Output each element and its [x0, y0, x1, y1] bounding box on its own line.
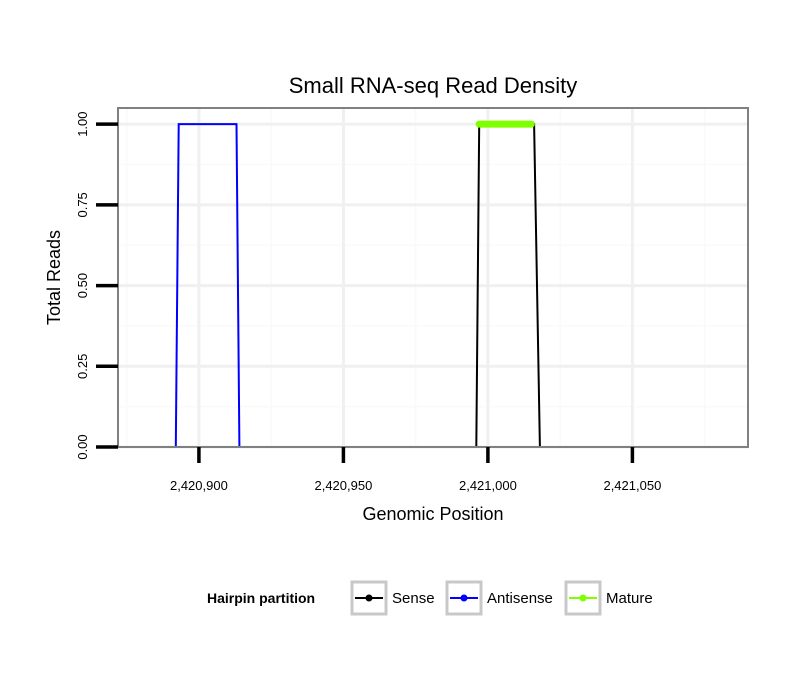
legend-item-mature: Mature	[564, 580, 653, 616]
legend-title: Hairpin partition	[207, 590, 315, 606]
y-tick-label: 0.00	[75, 434, 90, 459]
legend-label: Antisense	[487, 590, 553, 607]
y-tick-label: 0.25	[75, 354, 90, 379]
plot-panel	[118, 108, 748, 447]
y-tick-label: 1.00	[75, 111, 90, 136]
chart-title: Small RNA-seq Read Density	[289, 73, 578, 98]
x-tick-label: 2,420,950	[314, 478, 372, 493]
legend-item-antisense: Antisense	[445, 580, 553, 616]
legend-label: Mature	[606, 590, 653, 607]
legend-label: Sense	[392, 590, 435, 607]
x-tick-label: 2,421,000	[459, 478, 517, 493]
legend-key-point	[460, 594, 468, 602]
plot-border	[117, 107, 749, 448]
legend: Hairpin partition Sense Antisense Mature	[207, 580, 653, 616]
legend-item-sense: Sense	[350, 580, 435, 616]
x-tick-label: 2,420,900	[170, 478, 228, 493]
y-tick-label: 0.75	[75, 192, 90, 217]
x-axis-label: Genomic Position	[362, 504, 503, 524]
x-tick-label: 2,421,050	[603, 478, 661, 493]
legend-key-point	[579, 594, 587, 602]
legend-key-point	[365, 594, 373, 602]
y-axis-label: Total Reads	[44, 230, 64, 325]
y-tick-label: 0.50	[75, 273, 90, 298]
